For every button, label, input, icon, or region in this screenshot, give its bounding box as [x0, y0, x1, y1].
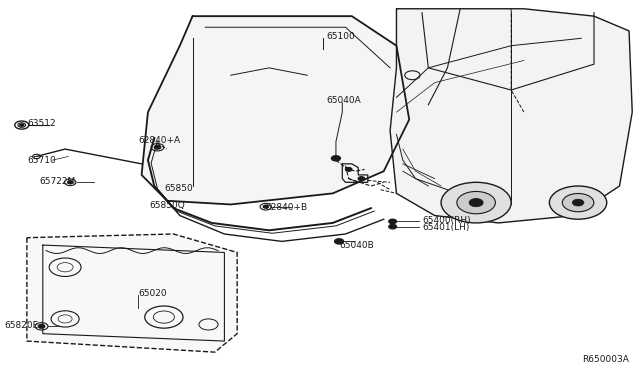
Text: 63512: 63512: [27, 119, 56, 128]
Circle shape: [346, 167, 352, 171]
Circle shape: [68, 181, 73, 184]
Circle shape: [389, 224, 396, 229]
Text: R650003A: R650003A: [582, 355, 629, 364]
Text: 65020: 65020: [138, 289, 167, 298]
Circle shape: [335, 239, 344, 244]
Text: 65820E: 65820E: [4, 321, 39, 330]
Circle shape: [389, 219, 396, 224]
Text: 65722M: 65722M: [40, 177, 76, 186]
Text: 65710: 65710: [27, 155, 56, 165]
Circle shape: [469, 199, 483, 207]
Text: 65401(LH): 65401(LH): [422, 223, 469, 232]
Circle shape: [332, 156, 340, 161]
Text: 65040A: 65040A: [326, 96, 361, 105]
Text: 65850: 65850: [164, 185, 193, 193]
Polygon shape: [27, 234, 237, 352]
Text: 62840+B: 62840+B: [266, 203, 308, 212]
Polygon shape: [390, 9, 632, 223]
Text: 65040B: 65040B: [339, 241, 374, 250]
Text: 65400(RH): 65400(RH): [422, 216, 470, 225]
Circle shape: [38, 324, 45, 328]
Circle shape: [457, 192, 495, 214]
Circle shape: [20, 124, 24, 126]
Circle shape: [549, 186, 607, 219]
Polygon shape: [141, 16, 409, 205]
Text: 65100: 65100: [326, 32, 355, 41]
Text: 62840+A: 62840+A: [138, 137, 180, 145]
Text: 65850Q: 65850Q: [149, 202, 185, 211]
Circle shape: [572, 199, 584, 206]
Circle shape: [263, 205, 268, 208]
Circle shape: [441, 182, 511, 223]
Circle shape: [154, 145, 161, 149]
Circle shape: [563, 193, 594, 212]
Circle shape: [358, 177, 365, 180]
